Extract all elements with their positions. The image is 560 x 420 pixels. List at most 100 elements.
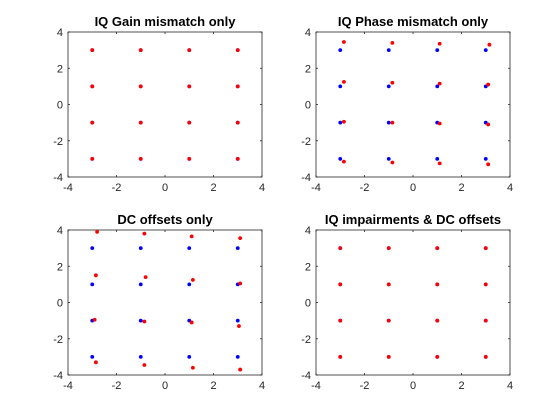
point xyxy=(437,81,442,86)
point xyxy=(142,363,147,367)
point xyxy=(386,354,391,359)
y-tick-label: -2 xyxy=(301,136,311,148)
point xyxy=(95,230,99,234)
point xyxy=(390,120,395,125)
axes-box xyxy=(315,31,511,178)
x-tick-label: 0 xyxy=(162,380,168,392)
point xyxy=(435,354,440,359)
y-tick-label: 2 xyxy=(305,63,311,75)
y-tick-label: 0 xyxy=(305,298,311,310)
point xyxy=(435,246,440,251)
point xyxy=(486,122,491,127)
y-tick-label: -4 xyxy=(301,370,311,382)
subplot-title: IQ Phase mismatch only xyxy=(338,14,489,29)
x-tick-label: -2 xyxy=(112,182,122,194)
point xyxy=(138,156,143,161)
point xyxy=(238,281,243,286)
x-tick-label: 4 xyxy=(507,182,513,194)
x-tick-label: 0 xyxy=(410,182,416,194)
y-tick-label: 0 xyxy=(305,100,311,112)
axes-box xyxy=(315,229,511,376)
point xyxy=(189,234,194,239)
x-tick-label: 2 xyxy=(458,182,464,194)
y-tick-label: -4 xyxy=(301,172,311,184)
point xyxy=(93,273,98,278)
point xyxy=(386,84,391,89)
point xyxy=(483,282,488,287)
point xyxy=(238,367,243,372)
y-tick-label: 4 xyxy=(305,225,311,237)
point xyxy=(338,84,343,89)
point xyxy=(390,160,395,165)
point xyxy=(187,354,192,359)
point xyxy=(190,277,195,282)
point xyxy=(486,82,491,87)
point xyxy=(386,120,391,125)
point xyxy=(338,282,343,287)
data-points xyxy=(338,40,492,167)
point xyxy=(189,320,194,325)
point xyxy=(138,354,143,359)
y-tick-label: 0 xyxy=(57,100,63,112)
point xyxy=(483,48,488,53)
point xyxy=(435,84,440,89)
point xyxy=(386,48,391,53)
subplot-title: IQ Gain mismatch only xyxy=(95,14,237,29)
point xyxy=(235,354,240,359)
point xyxy=(341,119,346,124)
point xyxy=(90,48,95,53)
point xyxy=(187,48,192,53)
point xyxy=(435,156,440,161)
point xyxy=(138,48,143,53)
point xyxy=(190,365,195,370)
x-tick-label: 2 xyxy=(210,380,216,392)
point xyxy=(93,360,98,365)
subplot-1: -4 -2 0 2 4 -4 -2 0 2 4 IQ Gain mismatch only xyxy=(53,14,265,194)
point xyxy=(483,318,488,323)
x-tick-label: 2 xyxy=(458,380,464,392)
subplot-grid: -4 -2 0 2 4 -4 -2 0 2 4 IQ Gain mismatch only -4 -2 0… xyxy=(53,14,513,392)
point xyxy=(237,324,241,328)
point xyxy=(92,317,97,322)
x-tick-label: -4 xyxy=(63,182,73,194)
point xyxy=(390,80,395,85)
x-tick-label: 0 xyxy=(162,182,168,194)
axes-box xyxy=(67,31,263,178)
point xyxy=(90,282,95,287)
point xyxy=(483,246,488,251)
point xyxy=(386,282,391,287)
y-tick-label: -2 xyxy=(53,334,63,346)
y-tick-label: -2 xyxy=(53,136,63,148)
x-tick-label: 2 xyxy=(210,182,216,194)
point xyxy=(341,79,346,84)
point xyxy=(235,156,240,161)
data-points xyxy=(338,246,488,359)
point xyxy=(138,84,143,89)
point xyxy=(338,48,343,53)
point xyxy=(437,161,442,166)
point xyxy=(238,236,243,241)
point xyxy=(187,282,192,287)
subplot-title: DC offsets only xyxy=(117,212,213,227)
point xyxy=(187,246,192,251)
x-tick-label: 4 xyxy=(507,380,513,392)
subplot-title: IQ impairments & DC offsets xyxy=(325,212,501,227)
point xyxy=(90,156,95,161)
point xyxy=(187,84,192,89)
point xyxy=(435,48,440,53)
x-tick-label: -2 xyxy=(112,380,122,392)
x-tick-label: -4 xyxy=(311,182,321,194)
point xyxy=(338,354,343,359)
x-tick-label: 4 xyxy=(259,182,265,194)
x-tick-label: -2 xyxy=(360,182,370,194)
point xyxy=(138,282,143,287)
y-tick-label: 4 xyxy=(305,27,311,39)
point xyxy=(435,318,440,323)
y-tick-label: -4 xyxy=(53,172,63,184)
point xyxy=(341,40,346,44)
subplot-3: -4 -2 0 2 4 -4 -2 0 2 4 DC offsets only xyxy=(53,212,265,392)
point xyxy=(187,120,192,125)
point xyxy=(483,354,488,359)
series-impaired xyxy=(341,40,492,167)
